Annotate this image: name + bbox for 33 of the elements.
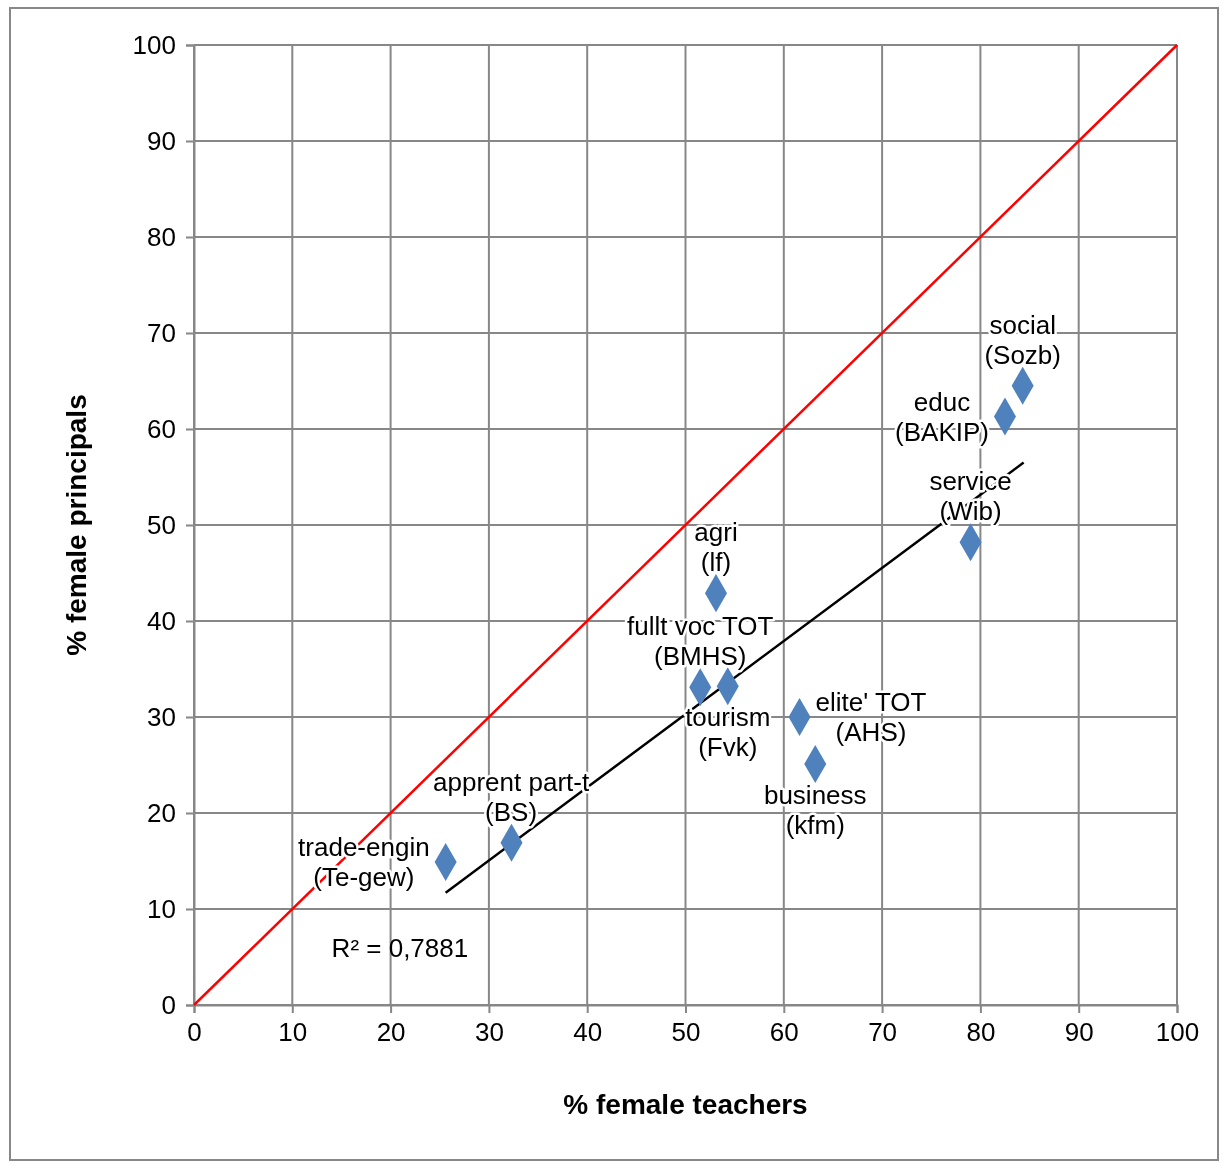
annotation: elite' TOT (AHS) — [815, 687, 927, 747]
x-axis-title: % female teachers — [563, 1089, 808, 1120]
x-tick-label: 80 — [966, 1017, 996, 1048]
x-tick-label: 50 — [671, 1017, 701, 1048]
y-tick-label: 10 — [147, 893, 176, 924]
y-tick-label: 40 — [147, 605, 176, 636]
annotation: social (Sozb) — [984, 309, 1061, 370]
x-tick-label: 60 — [769, 1017, 799, 1048]
x-tick-label: 20 — [376, 1017, 406, 1048]
y-tick-label: 60 — [147, 413, 176, 444]
y-tick-label: 20 — [147, 797, 176, 828]
y-axis-title: % female principals — [61, 394, 92, 656]
y-tick-label: 80 — [147, 221, 176, 252]
y-tick-label: 100 — [132, 29, 176, 60]
y-tick-label: 0 — [161, 989, 176, 1020]
x-tick-label: 70 — [868, 1017, 898, 1048]
annotation: apprent part-t (BS) — [433, 766, 590, 827]
x-tick-label: 100 — [1155, 1017, 1200, 1048]
y-tick-label: 30 — [147, 701, 176, 732]
annotation: educ (BAKIP) — [895, 386, 989, 447]
x-tick-label: 90 — [1064, 1017, 1094, 1048]
x-tick-label: 40 — [573, 1017, 603, 1048]
x-tick-label: 10 — [278, 1017, 308, 1048]
annotation: R² = 0,7881 — [331, 933, 469, 963]
y-tick-label: 90 — [147, 125, 176, 156]
y-tick-label: 70 — [147, 317, 176, 348]
annotation: agri (lf) — [694, 517, 738, 578]
annotation: tourism (Fvk) — [685, 702, 771, 763]
y-tick-label: 50 — [147, 509, 176, 540]
x-tick-label: 30 — [474, 1017, 504, 1048]
annotation: fullt voc TOT (BMHS) — [626, 611, 774, 672]
annotation: business (kfm) — [763, 780, 867, 841]
x-tick-label: 0 — [187, 1017, 202, 1048]
